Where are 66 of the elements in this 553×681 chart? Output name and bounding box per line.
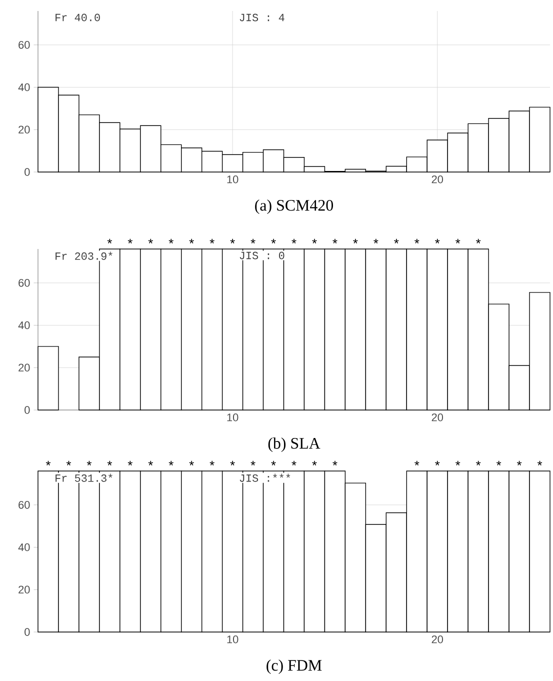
data-label: * bbox=[148, 460, 153, 466]
x-tick-label: 10 bbox=[227, 176, 238, 184]
y-tick-label: 0 bbox=[24, 168, 30, 176]
data-label: * bbox=[476, 460, 481, 466]
data-label: * bbox=[456, 238, 460, 244]
x-tick-label: 10 bbox=[227, 636, 238, 644]
annotation: Fr 203.9* bbox=[56, 252, 112, 260]
y-tick-label: 20 bbox=[18, 364, 30, 372]
data-label: * bbox=[210, 238, 214, 244]
data-label: * bbox=[210, 460, 214, 466]
data-label: * bbox=[435, 238, 440, 244]
data-label: * bbox=[516, 460, 522, 466]
data-label: * bbox=[476, 238, 481, 244]
y-tick-label: 40 bbox=[18, 83, 30, 92]
data-label: * bbox=[353, 238, 358, 244]
y-tick-label: 60 bbox=[18, 501, 30, 509]
data-label: * bbox=[374, 238, 378, 244]
data-label: * bbox=[414, 460, 420, 466]
text: (b) SLA bbox=[268, 438, 320, 452]
y-tick-label: 0 bbox=[24, 628, 30, 636]
data-label: * bbox=[394, 238, 399, 244]
annotation: Fr 531.3* bbox=[56, 474, 112, 482]
y-tick-label: 40 bbox=[18, 543, 30, 552]
data-label: * bbox=[46, 460, 51, 466]
data-label: * bbox=[230, 238, 235, 244]
data-label: * bbox=[148, 238, 153, 244]
data-label: * bbox=[128, 460, 132, 466]
x-tick-label: 10 bbox=[227, 414, 238, 422]
data-label: * bbox=[86, 460, 92, 466]
data-label: * bbox=[189, 238, 194, 244]
data-label: * bbox=[332, 460, 338, 466]
annotation: Fr 40.0 bbox=[56, 14, 100, 22]
annotation: JIS : 4 bbox=[240, 14, 284, 22]
data-label: * bbox=[230, 460, 235, 466]
data-label: * bbox=[292, 460, 296, 466]
data-label: * bbox=[107, 238, 112, 244]
bar bbox=[38, 346, 59, 410]
data-label: * bbox=[189, 460, 194, 466]
data-label: * bbox=[537, 460, 542, 466]
data-label: * bbox=[168, 238, 174, 244]
annotation: JIS : 0 bbox=[240, 252, 284, 260]
data-label: * bbox=[128, 238, 132, 244]
y-tick-label: 40 bbox=[18, 321, 30, 330]
data-label: * bbox=[414, 238, 420, 244]
annotation: JIS :*** bbox=[240, 474, 290, 482]
data-label: * bbox=[107, 460, 112, 466]
data-label: * bbox=[271, 460, 276, 466]
y-tick-label: 20 bbox=[18, 126, 30, 134]
data-label: * bbox=[292, 238, 296, 244]
data-label: * bbox=[496, 460, 502, 466]
data-label: * bbox=[250, 238, 256, 244]
data-label: * bbox=[168, 460, 174, 466]
text: (a) SCM420 bbox=[255, 200, 334, 214]
data-label: * bbox=[66, 460, 72, 466]
data-label: * bbox=[456, 460, 460, 466]
data-label: * bbox=[312, 460, 317, 466]
y-tick-label: 0 bbox=[24, 406, 30, 414]
y-tick-label: 20 bbox=[18, 586, 30, 594]
data-label: * bbox=[250, 460, 256, 466]
data-label: * bbox=[271, 238, 276, 244]
data-label: * bbox=[312, 238, 317, 244]
y-tick-label: 60 bbox=[18, 41, 30, 49]
data-label: * bbox=[332, 238, 338, 244]
y-tick-label: 60 bbox=[18, 279, 30, 287]
data-label: * bbox=[435, 460, 440, 466]
text: (c) FDM bbox=[266, 660, 322, 674]
